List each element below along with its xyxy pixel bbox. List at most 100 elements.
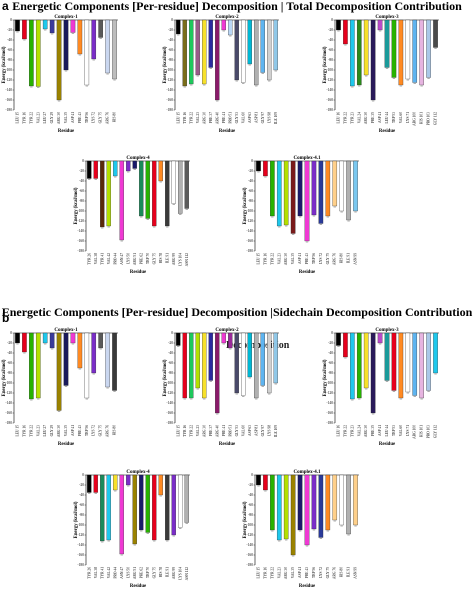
chart-title: Complex-3 [375, 15, 399, 20]
y-tick-label: -80 [7, 371, 12, 375]
y-tick-label: -60 [328, 361, 333, 365]
y-tick-label: -80 [328, 371, 333, 375]
bar-leu-44 [384, 19, 390, 68]
bar-arg-30 [363, 332, 369, 389]
x-tick-label: ARG 30 [364, 425, 368, 437]
bar-arg-30 [283, 474, 289, 540]
panel-a-letter: a [2, 0, 9, 13]
bar-lys-72 [318, 160, 324, 224]
bar-his-80 [112, 332, 117, 391]
bar-phe-62 [139, 160, 144, 217]
bar-asn-112 [184, 160, 189, 209]
x-tick-label: VAL 35 [291, 253, 295, 264]
bar-his-80 [339, 474, 344, 526]
bar-pro-103 [426, 19, 431, 78]
x-axis-label: Residue [219, 442, 235, 447]
y-tick-label: -160 [166, 411, 173, 415]
y-tick-label: -80 [248, 199, 253, 203]
bar-arg-30 [202, 332, 207, 399]
y-tick-label: -20 [248, 169, 253, 173]
bar-arg-30 [202, 19, 207, 85]
y-tick-label: -40 [248, 493, 253, 497]
chart-title: Complex-4 [126, 470, 150, 475]
x-tick-label: ARG 30 [57, 112, 61, 124]
bar-trp-56 [84, 19, 90, 86]
bar-arg-30 [283, 160, 289, 226]
x-tick-label: VAL 35 [64, 425, 68, 436]
y-tick-label: -120 [326, 391, 333, 395]
x-tick-label: LEU 27 [43, 425, 47, 437]
x-tick-label: ASP 41 [298, 567, 302, 578]
bar-leu-44 [384, 332, 390, 381]
y-axis-label: Energy (kcal/mol) [2, 46, 7, 83]
bar-phe-41 [221, 332, 226, 344]
bar-pro-51 [228, 332, 233, 349]
x-tick-label: LYS 104 [178, 253, 182, 266]
x-tick-label: LEU 15 [176, 112, 180, 124]
x-tick-label: TYR 22 [343, 425, 347, 437]
x-tick-label: LYS 98 [267, 425, 271, 436]
x-tick-label: VAL 24 [357, 112, 361, 123]
x-tick-label: ARG 30 [364, 112, 368, 124]
chart-1: Complex-1 0 -20 -40 -60 -80 -100 -120 -140 -160 -1… [2, 15, 118, 134]
x-tick-label: TRP 53 [392, 425, 396, 436]
bar-val-23 [195, 332, 200, 389]
bar-phe-43 [77, 332, 83, 369]
x-tick-label: ASN 99 [354, 253, 358, 265]
chart-title: Complex-4.1 [293, 156, 321, 161]
bar-asp-63 [247, 19, 252, 65]
bar-trp-56 [311, 160, 317, 216]
x-tick-label: VAL 23 [196, 425, 200, 436]
y-tick-label: -120 [166, 78, 173, 82]
bar-phe-35 [370, 332, 376, 414]
x-tick-label: GLY 75 [152, 253, 156, 265]
x-tick-label: VAL 35 [291, 567, 295, 578]
y-tick-label: -40 [248, 179, 253, 183]
chart-8: Complex-3 0 -20 -40 -60 -80 -100 -120 -140 -160 -1… [323, 328, 439, 447]
bar-lys-72 [318, 474, 324, 538]
y-tick-label: -160 [77, 553, 84, 557]
bar-val-38 [93, 474, 98, 493]
chart-10: Complex-4.1 0 -20 -40 -60 -80 -100 -120 -140 -160… [243, 470, 359, 589]
x-tick-label: PHE 43 [78, 112, 82, 123]
x-tick-label: GLY 53 [235, 425, 239, 437]
x-tick-label: TRP 70 [146, 567, 150, 578]
x-tick-label: LYS 72 [92, 112, 96, 123]
x-tick-label: ASP 63 [248, 425, 252, 436]
bar-val-23 [195, 19, 200, 76]
y-axis-label: Energy (kcal/mol) [243, 187, 248, 224]
bar-val-23 [276, 474, 282, 541]
bar-asp-41 [70, 19, 76, 33]
bar-phe-62 [139, 474, 144, 531]
y-tick-label: -180 [166, 108, 173, 112]
x-tick-label: PRO 103 [427, 112, 431, 125]
bar-arg-76 [332, 474, 338, 521]
bar-his-101 [419, 332, 424, 399]
chart-title: Complex-1 [54, 15, 78, 20]
bar-ile-109 [273, 19, 278, 71]
x-tick-label: LYS 104 [178, 567, 182, 580]
bar-val-23 [276, 160, 282, 227]
x-tick-label: PHE 43 [78, 425, 82, 436]
bar-tyr-16 [263, 160, 268, 177]
y-tick-label: -60 [168, 48, 173, 52]
y-tick-label: -60 [79, 503, 84, 507]
x-tick-label: ILE 91 [165, 567, 169, 577]
y-tick-label: -160 [5, 411, 12, 415]
bar-lys-50 [126, 160, 131, 172]
panel-a-title: Energetic Components [Per-residue] Decom… [12, 0, 462, 13]
bar-asp-41 [70, 332, 76, 344]
bar-his-78 [158, 474, 163, 496]
x-tick-label: TYR 22 [270, 253, 274, 265]
y-tick-label: -80 [168, 371, 173, 375]
x-axis-label: Residue [379, 442, 395, 447]
y-tick-label: -140 [5, 401, 12, 405]
x-tick-label: ARG 30 [284, 567, 288, 579]
bar-tyr-22 [189, 332, 194, 399]
chart-6: Complex-1 0 -20 -40 -60 -80 -100 -120 -140 -160 -1… [2, 328, 118, 447]
y-tick-label: -180 [77, 563, 84, 567]
y-axis-label: Energy (kcal/mol) [323, 46, 328, 83]
y-tick-label: -180 [246, 563, 253, 567]
bar-val-35 [290, 160, 296, 234]
bar-asp-41 [297, 474, 303, 531]
